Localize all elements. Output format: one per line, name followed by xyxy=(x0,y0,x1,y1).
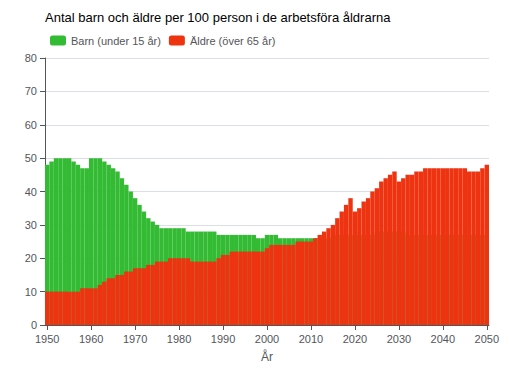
svg-text:2000: 2000 xyxy=(255,333,279,345)
svg-text:Antal barn och äldre per 100 p: Antal barn och äldre per 100 person i de… xyxy=(45,10,391,25)
svg-text:60: 60 xyxy=(25,119,37,131)
svg-text:Barn (under 15 år): Barn (under 15 år) xyxy=(71,35,161,47)
svg-text:1970: 1970 xyxy=(123,333,147,345)
svg-text:2020: 2020 xyxy=(343,333,367,345)
svg-text:20: 20 xyxy=(25,252,37,264)
svg-text:70: 70 xyxy=(25,85,37,97)
svg-text:30: 30 xyxy=(25,219,37,231)
svg-text:40: 40 xyxy=(25,186,37,198)
svg-text:1980: 1980 xyxy=(167,333,191,345)
svg-text:2040: 2040 xyxy=(431,333,455,345)
svg-text:Äldre (över 65 år): Äldre (över 65 år) xyxy=(190,35,276,47)
svg-text:År: År xyxy=(261,349,273,364)
svg-text:1950: 1950 xyxy=(35,333,59,345)
svg-text:1960: 1960 xyxy=(79,333,103,345)
svg-text:1990: 1990 xyxy=(211,333,235,345)
svg-text:2050: 2050 xyxy=(475,333,499,345)
svg-text:0: 0 xyxy=(31,319,37,331)
svg-text:80: 80 xyxy=(25,52,37,64)
svg-text:50: 50 xyxy=(25,152,37,164)
svg-text:2010: 2010 xyxy=(299,333,323,345)
svg-text:2030: 2030 xyxy=(387,333,411,345)
svg-text:10: 10 xyxy=(25,286,37,298)
